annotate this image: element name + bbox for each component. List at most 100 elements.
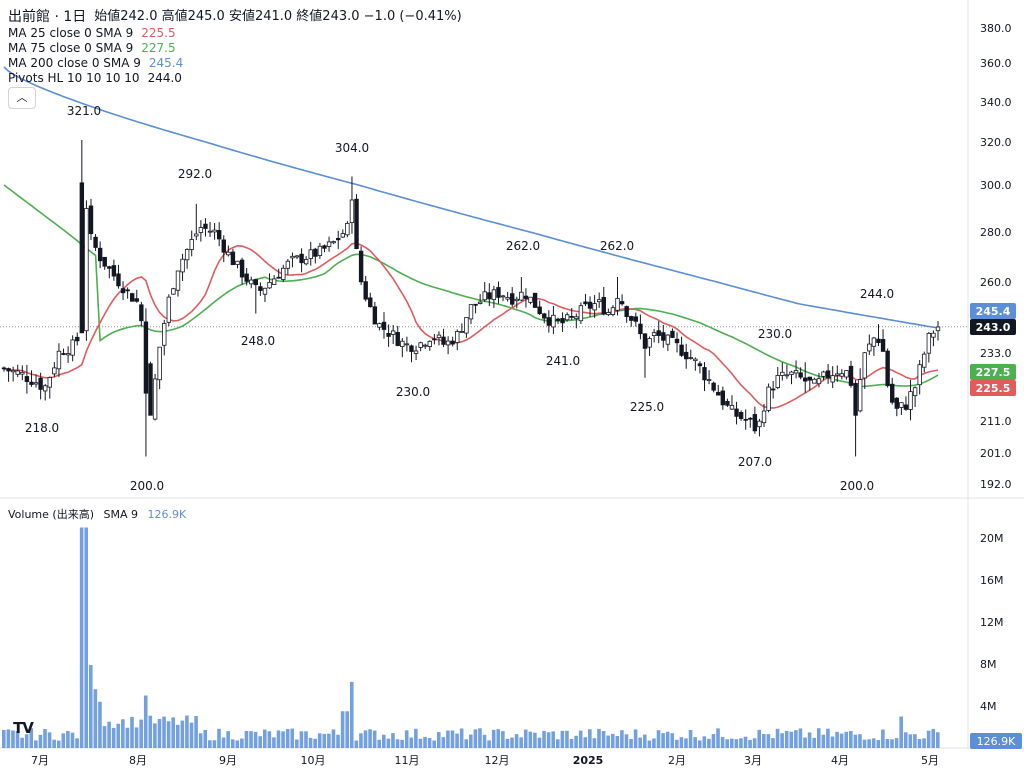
candle-body — [10, 369, 16, 373]
volume-bar — [835, 731, 839, 748]
pivot-label: 304.0 — [335, 141, 369, 155]
collapse-legend-button[interactable]: ︿ — [8, 87, 36, 109]
time-axis-label: 2025 — [573, 754, 604, 767]
candle-body — [665, 334, 671, 345]
volume-bar — [647, 740, 652, 748]
pivot-label: 248.0 — [241, 334, 275, 348]
candle-body — [84, 208, 89, 332]
volume-bar — [784, 730, 789, 748]
volume-bar — [743, 736, 748, 748]
candle-body — [908, 391, 913, 410]
volume-bar — [903, 732, 908, 748]
volume-bar — [61, 733, 66, 748]
volume-bar — [794, 730, 798, 748]
candle-body — [390, 330, 396, 335]
volume-bar — [707, 738, 711, 748]
volume-bar — [862, 739, 867, 748]
volume-bar — [38, 734, 43, 748]
volume-bar — [752, 738, 757, 748]
volume-bar — [84, 527, 89, 748]
volume-bar — [665, 731, 670, 748]
volume-bar — [203, 729, 208, 748]
indicator-value: 225.5 — [141, 26, 176, 40]
candle-body — [363, 281, 368, 300]
candles — [1, 140, 941, 457]
volume-bar — [867, 739, 871, 748]
candle-body — [798, 372, 803, 378]
time-axis-label: 2月 — [668, 754, 686, 767]
candle-body — [267, 281, 272, 289]
volume-bar — [839, 733, 844, 748]
indicator-ma200[interactable]: MA 200 close 0 SMA 9 245.4 — [8, 56, 462, 71]
volume-bars — [2, 527, 940, 748]
candle-body — [281, 267, 286, 281]
volume-bar — [47, 732, 52, 748]
candle-body — [651, 332, 657, 336]
candle-body — [75, 336, 80, 342]
volume-bar — [43, 728, 47, 748]
volume-bar — [171, 717, 176, 748]
volume-bar — [720, 737, 725, 748]
indicator-ma75[interactable]: MA 75 close 0 SMA 9 227.5 — [8, 41, 462, 56]
volume-bar — [75, 738, 79, 748]
candle-body — [134, 298, 139, 302]
price-tick-label: 300.0 — [980, 179, 1012, 192]
candle-body — [386, 332, 391, 337]
volume-bar — [295, 739, 299, 748]
time-axis-label: 9月 — [219, 754, 237, 767]
volume-bar — [272, 737, 276, 748]
indicator-ma25[interactable]: MA 25 close 0 SMA 9 225.5 — [8, 26, 462, 41]
candle-body — [629, 316, 634, 321]
pivot-label: 200.0 — [130, 479, 164, 493]
candle-body — [619, 301, 625, 305]
legend-title-row: 出前館 · 1日 始値242.0 高値245.0 安値241.0 終値243.0… — [8, 8, 462, 26]
volume-bar — [56, 740, 61, 748]
candle-body — [436, 334, 442, 339]
candle-body — [912, 387, 918, 397]
volume-bar — [153, 723, 157, 748]
indicator-pivots[interactable]: Pivots HL 10 10 10 10 244.0 — [8, 71, 462, 86]
candle-body — [24, 376, 30, 383]
volume-bar — [102, 726, 107, 748]
indicator-value: 245.4 — [148, 56, 184, 70]
candle-body — [596, 299, 602, 303]
pivot-label: 218.0 — [25, 421, 59, 435]
volume-bar — [780, 733, 784, 748]
volume-bar — [134, 727, 139, 748]
volume-legend[interactable]: Volume (出来高) SMA 9 126.9K — [8, 506, 192, 522]
candle-body — [358, 250, 364, 283]
candle-body — [784, 374, 790, 377]
volume-bar — [711, 734, 716, 748]
symbol-title[interactable]: 出前館 · 1日 — [8, 9, 87, 25]
candle-body — [322, 245, 327, 249]
candle-body — [400, 340, 405, 347]
candle-body — [487, 292, 492, 300]
candle-body — [180, 258, 185, 273]
candle-body — [340, 233, 346, 238]
candle-body — [853, 382, 858, 416]
candle-body — [857, 379, 863, 412]
tradingview-logo-icon[interactable]: TV — [8, 715, 38, 741]
candle-body — [125, 289, 130, 292]
volume-bar — [414, 728, 418, 748]
volume-bar — [592, 738, 597, 748]
volume-bar — [514, 734, 519, 748]
volume-bar — [725, 739, 729, 748]
candle-body — [885, 350, 890, 387]
volume-bar — [180, 720, 185, 748]
volume-bar — [427, 738, 432, 748]
candle-body — [592, 303, 597, 311]
candle-body — [194, 233, 199, 237]
candle-body — [867, 343, 872, 352]
candle-body — [249, 279, 254, 285]
time-axis-label: 10月 — [301, 754, 326, 767]
volume-bar — [789, 731, 794, 748]
volume-bar — [734, 739, 739, 748]
volume-bar — [230, 739, 235, 748]
candle-body — [290, 255, 295, 259]
volume-bar — [382, 734, 386, 748]
candle-body — [583, 301, 588, 305]
volume-bar — [249, 731, 253, 748]
candle-body — [510, 293, 515, 305]
